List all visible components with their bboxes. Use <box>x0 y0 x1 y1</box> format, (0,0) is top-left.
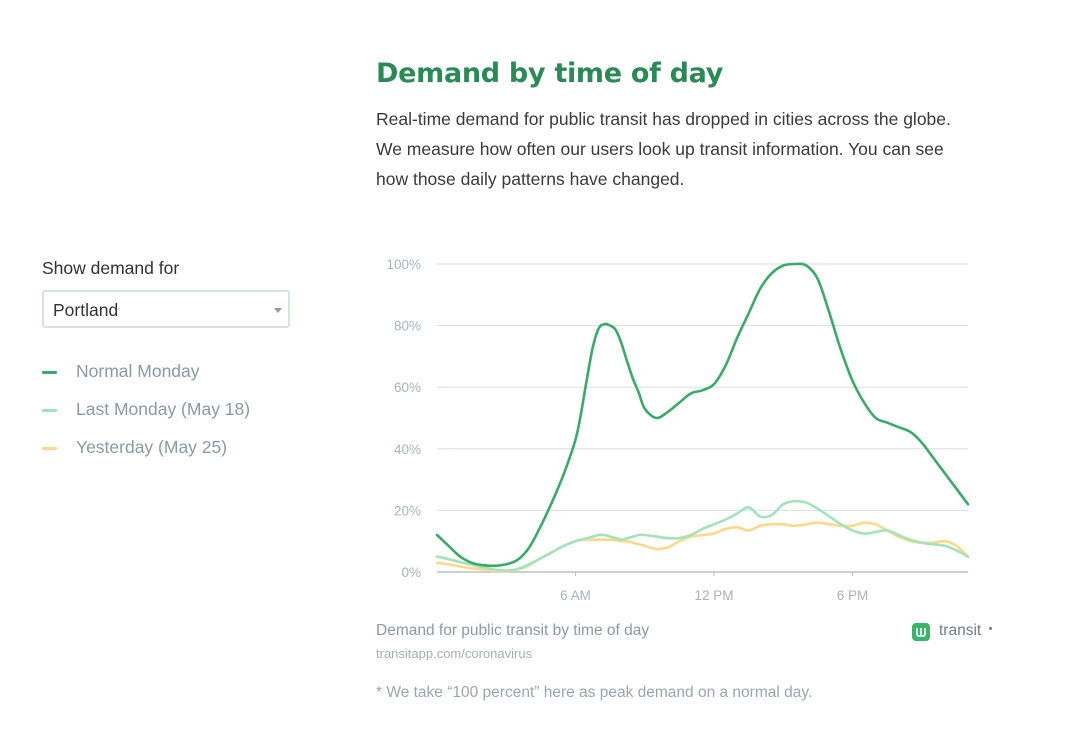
transit-logo-icon <box>912 623 930 641</box>
show-demand-label: Show demand for <box>42 258 180 278</box>
intro-line: Real-time demand for public transit has … <box>376 109 951 129</box>
transit-wordmark: transit <box>939 622 982 639</box>
x-tick-label: 6 AM <box>560 588 591 603</box>
series-line-normal-monday <box>435 262 970 568</box>
legend: Normal Monday Last Monday (May 18) Yeste… <box>42 360 282 474</box>
chart-caption: Demand for public transit by time of day <box>376 622 650 639</box>
x-tick-label: 12 PM <box>695 588 734 603</box>
legend-swatch <box>42 371 57 374</box>
legend-item-last-monday[interactable]: Last Monday (May 18) <box>42 398 282 436</box>
chevron-down-icon <box>274 308 282 313</box>
y-tick-label: 20% <box>394 503 421 518</box>
series-line-last-monday <box>435 499 970 572</box>
legend-label: Yesterday (May 25) <box>76 437 228 457</box>
y-tick-label: 100% <box>386 257 421 272</box>
intro-line: how those daily patterns have changed. <box>376 169 685 189</box>
chart-source: transitapp.com/coronavirus <box>376 646 533 661</box>
legend-swatch <box>42 409 57 412</box>
footnote: * We take “100 percent” here as peak dem… <box>376 684 813 701</box>
y-tick-label: 60% <box>394 380 421 395</box>
page-title: Demand by time of day <box>376 58 724 89</box>
demand-chart: 0% 20% 40% 60% 80% 100% 6 AM 12 PM 6 PM <box>386 257 970 603</box>
legend-item-normal-monday[interactable]: Normal Monday <box>42 360 282 398</box>
intro-paragraph: Real-time demand for public transit has … <box>376 104 1016 194</box>
intro-line: We measure how often our users look up t… <box>376 139 944 159</box>
wordmark-dot <box>989 627 992 630</box>
x-tick-label: 6 PM <box>837 588 869 603</box>
city-select-value: Portland <box>53 300 119 320</box>
y-tick-label: 80% <box>394 319 421 334</box>
city-select[interactable]: Portland <box>42 290 290 328</box>
legend-label: Last Monday (May 18) <box>76 399 251 419</box>
y-tick-label: 40% <box>394 442 421 457</box>
legend-item-yesterday[interactable]: Yesterday (May 25) <box>42 436 282 474</box>
legend-label: Normal Monday <box>76 361 200 381</box>
y-tick-label: 0% <box>401 565 421 580</box>
legend-swatch <box>42 447 57 450</box>
